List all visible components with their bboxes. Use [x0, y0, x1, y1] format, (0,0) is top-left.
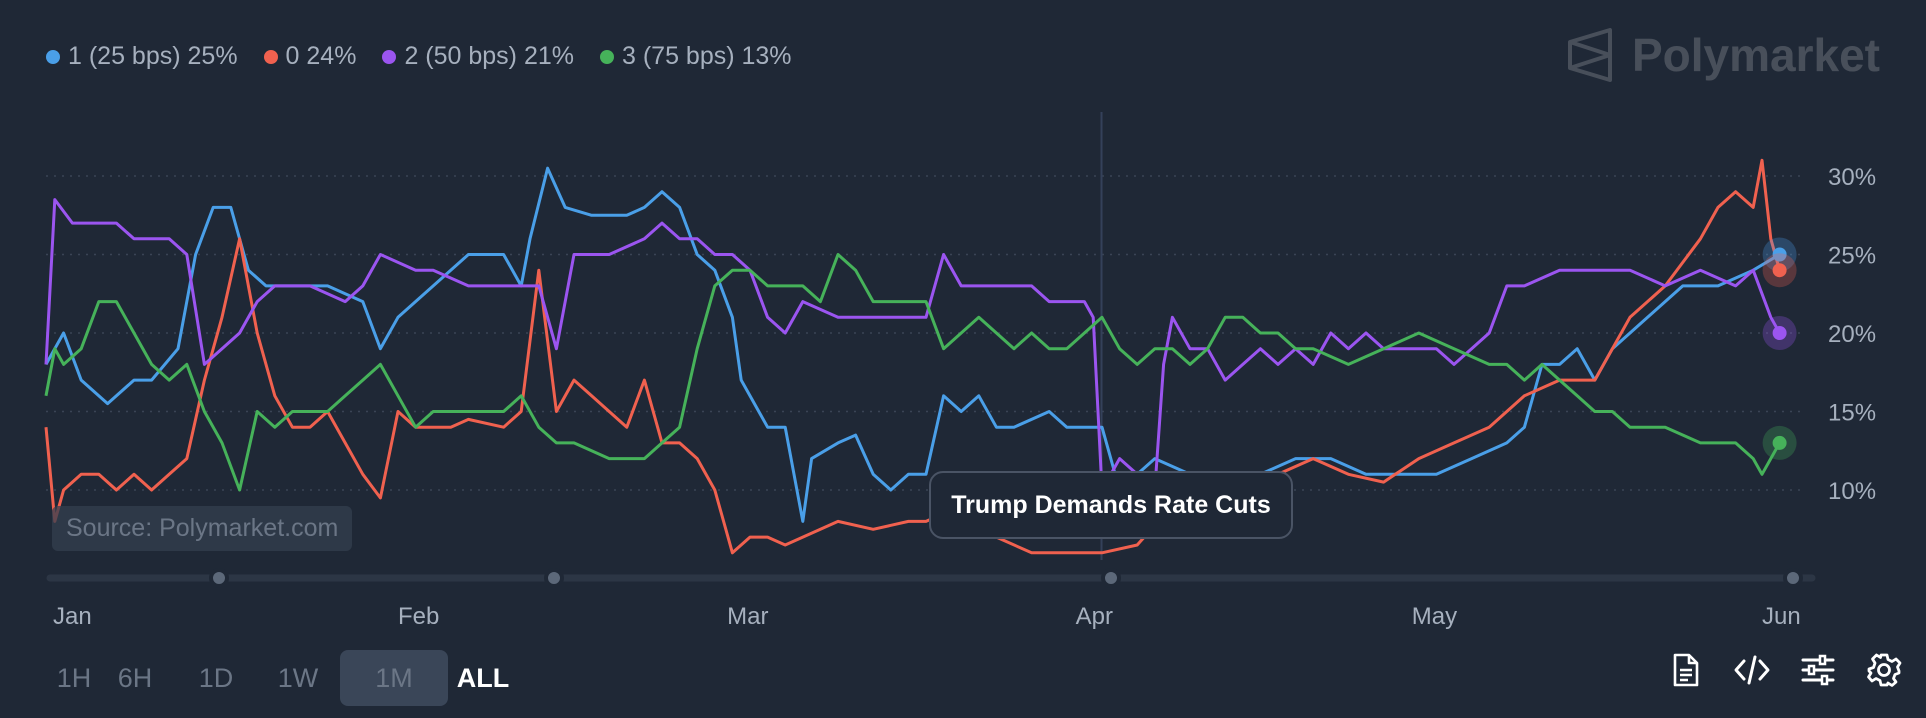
- legend-dot: [263, 49, 278, 64]
- y-tick-label: 25%: [1828, 243, 1876, 270]
- timeline-marker: [1783, 568, 1803, 588]
- event-annotation[interactable]: Trump Demands Rate Cuts: [929, 471, 1293, 539]
- x-tick-label: May: [1412, 603, 1457, 630]
- end-marker: [1772, 247, 1787, 262]
- y-tick-label: 30%: [1828, 164, 1876, 191]
- y-tick-label: 15%: [1828, 400, 1876, 427]
- time-button-all[interactable]: ALL: [456, 662, 510, 693]
- chart-toolbar: [1666, 650, 1904, 690]
- legend-item[interactable]: 2 (50 bps) 21%: [382, 42, 574, 71]
- x-tick-label: Jun: [1762, 603, 1801, 630]
- legend-item[interactable]: 0 24%: [263, 42, 357, 71]
- time-button-1w[interactable]: 1W: [277, 662, 319, 693]
- y-tick-label: 10%: [1828, 478, 1876, 505]
- timeline-marker: [1101, 568, 1121, 588]
- end-marker: [1772, 435, 1787, 450]
- polymarket-logo: Polymarket: [1566, 28, 1880, 82]
- x-tick-label: Jan: [53, 603, 92, 630]
- timeline-marker: [544, 568, 564, 588]
- legend-label: 0 24%: [285, 42, 357, 70]
- legend-dot: [46, 49, 60, 64]
- source-label: Source: Polymarket.com: [52, 506, 353, 551]
- series-line: [44, 253, 1781, 492]
- series-line: [44, 158, 1782, 555]
- series-line: [44, 198, 1781, 492]
- legend-label: 3 (75 bps) 13%: [621, 42, 792, 70]
- time-range-selector: 1H 6H 1D 1W 1M ALL: [54, 650, 518, 706]
- x-tick-label: Feb: [398, 603, 439, 630]
- end-marker: [1772, 263, 1787, 278]
- document-icon[interactable]: [1666, 650, 1706, 690]
- y-tick-label: 20%: [1828, 321, 1876, 348]
- legend-dot: [382, 49, 397, 64]
- legend-dot: [599, 49, 614, 64]
- time-button-1m[interactable]: 1M: [340, 650, 448, 706]
- time-button-6h[interactable]: 6H: [117, 662, 153, 693]
- series-line: [44, 166, 1781, 523]
- sliders-icon[interactable]: [1798, 650, 1838, 690]
- legend-item[interactable]: 1 (25 bps) 25%: [46, 42, 238, 71]
- timeline-marker: [209, 568, 229, 588]
- gear-icon[interactable]: [1864, 650, 1904, 690]
- legend-label: 2 (50 bps) 21%: [404, 42, 574, 70]
- polymarket-logo-icon: [1567, 28, 1612, 82]
- legend-item[interactable]: 3 (75 bps) 13%: [599, 42, 792, 71]
- code-icon[interactable]: [1732, 650, 1772, 690]
- legend: 1 (25 bps) 25% 0 24% 2 (50 bps) 21% 3 (75 b…: [46, 42, 792, 71]
- x-tick-label: Apr: [1076, 603, 1113, 630]
- legend-label: 1 (25 bps) 25%: [68, 42, 238, 70]
- brand-name: Polymarket: [1631, 29, 1880, 81]
- time-button-1h[interactable]: 1H: [56, 662, 92, 693]
- end-marker: [1772, 326, 1787, 340]
- time-button-1d[interactable]: 1D: [198, 662, 234, 693]
- x-tick-label: Mar: [727, 603, 768, 630]
